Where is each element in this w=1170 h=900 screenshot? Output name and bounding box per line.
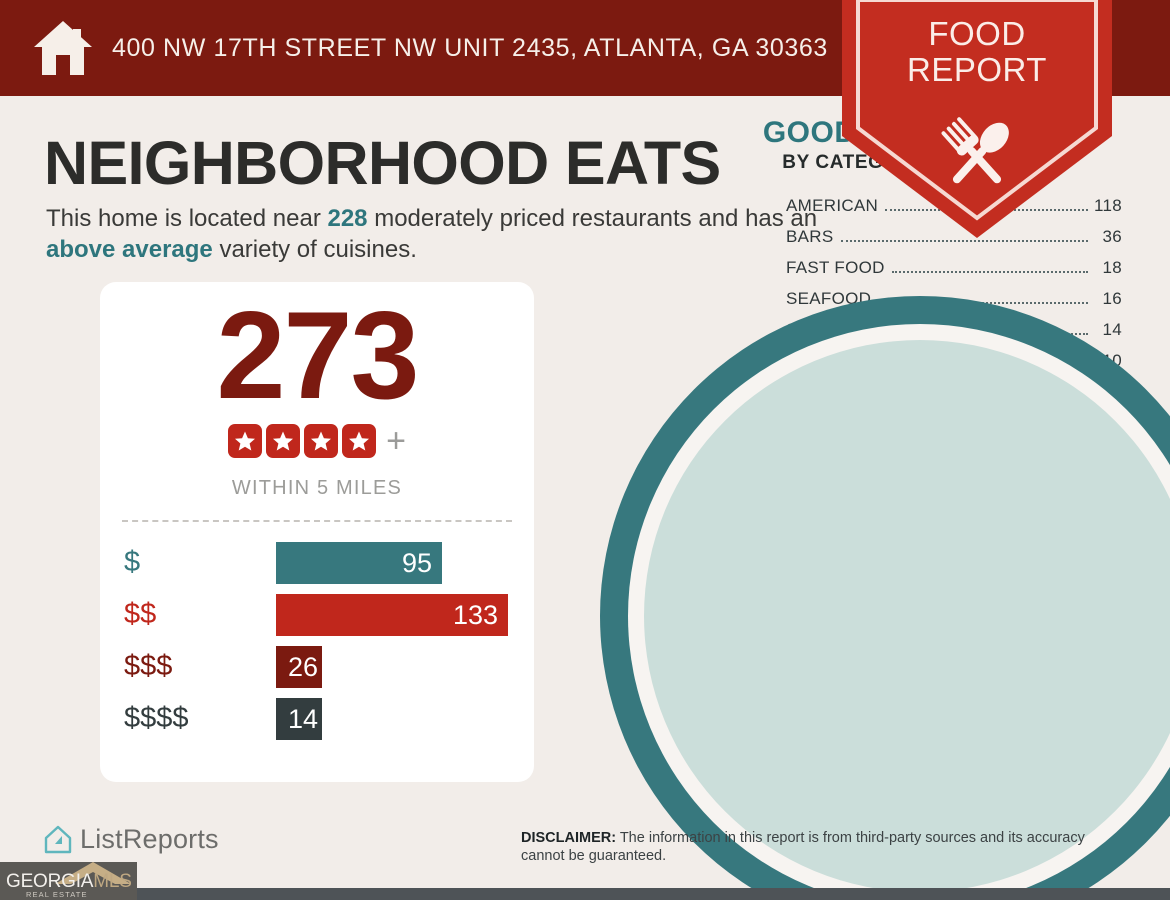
listreports-house-icon bbox=[44, 825, 72, 853]
badge-title: FOOD REPORT bbox=[836, 16, 1118, 88]
price-tier-row: $$$ 26 bbox=[100, 644, 534, 696]
price-tier-row: $$ 133 bbox=[100, 592, 534, 644]
home-icon bbox=[34, 21, 92, 75]
price-tier-value: 133 bbox=[452, 600, 498, 630]
disclaimer-label: DISCLAIMER: bbox=[521, 830, 617, 846]
subtitle-text-1: This home is located near bbox=[46, 205, 328, 232]
star-icon bbox=[266, 424, 301, 458]
price-tier-label: $$$$ bbox=[124, 702, 189, 734]
price-tier-row: $$$$ 14 bbox=[100, 696, 534, 748]
badge-line-2: REPORT bbox=[907, 51, 1047, 88]
subtitle-variety: above average bbox=[46, 236, 213, 263]
listreports-logo: ListReports bbox=[44, 824, 219, 855]
property-address: 400 NW 17TH STREET NW UNIT 2435, ATLANTA… bbox=[112, 33, 828, 62]
price-tier-bar: 95 bbox=[276, 542, 442, 584]
price-tier-label: $$ bbox=[124, 598, 157, 630]
dot-leader bbox=[840, 240, 1088, 242]
category-count: 16 bbox=[1102, 289, 1122, 308]
score-card: 273 + WITHIN 5 MILES $95 $$ 133 $$$ 26 $$$$ 14 bbox=[100, 282, 534, 782]
subtitle-count: 228 bbox=[327, 205, 368, 232]
category-count: 36 bbox=[1102, 227, 1122, 246]
category-name: FAST FOOD bbox=[786, 258, 885, 277]
page-subtitle: This home is located near 228 moderately… bbox=[46, 203, 836, 265]
card-divider bbox=[122, 520, 512, 522]
radius-label: WITHIN 5 MILES bbox=[231, 477, 403, 499]
georgia-mls-watermark: GEORGIAMLS REAL ESTATE SERVICES bbox=[0, 862, 137, 900]
mls-roof-icon bbox=[55, 862, 131, 884]
mls-georgia: GEORGIA bbox=[6, 871, 94, 892]
price-tier-label: $ bbox=[124, 546, 141, 578]
mls-mls: MLS bbox=[93, 871, 132, 892]
price-tier-value: 95 bbox=[401, 548, 432, 578]
price-tier-chart: $95 $$ 133 $$$ 26 $$$$ 14 bbox=[100, 540, 534, 748]
disclaimer-text: The information in this report is from t… bbox=[521, 830, 1085, 864]
circle-inner-mint bbox=[644, 340, 1170, 892]
price-tier-value: 26 bbox=[288, 652, 319, 682]
subtitle-text-3: variety of cuisines. bbox=[212, 236, 417, 263]
dot-leader bbox=[891, 271, 1088, 273]
badge-line-1: FOOD bbox=[928, 15, 1026, 52]
listreports-name: ListReports bbox=[80, 824, 219, 854]
star-icon bbox=[342, 424, 377, 458]
mls-wordmark: GEORGIAMLS bbox=[6, 871, 132, 893]
subtitle-text-2: moderately priced restaurants and has an bbox=[367, 205, 818, 232]
total-restaurants: 273 bbox=[216, 287, 420, 425]
price-tier-bar: 14 bbox=[276, 698, 322, 740]
category-row: BARS 36 bbox=[786, 227, 1122, 258]
category-count: 18 bbox=[1102, 258, 1122, 277]
price-tier-value: 14 bbox=[288, 704, 319, 734]
price-tier-bar: 26 bbox=[276, 646, 322, 688]
food-report-badge: FOOD REPORT bbox=[836, 0, 1118, 244]
mls-tagline: REAL ESTATE SERVICES bbox=[26, 890, 88, 900]
star-rating: + bbox=[100, 424, 534, 458]
category-row: FAST FOOD 18 bbox=[786, 258, 1122, 289]
star-icon bbox=[304, 424, 339, 458]
bottom-strip bbox=[0, 888, 1170, 900]
star-icon bbox=[228, 424, 263, 458]
price-tier-bar: 133 bbox=[276, 594, 508, 636]
category-name: AMERICAN bbox=[786, 196, 879, 215]
category-name: BARS bbox=[786, 227, 834, 246]
disclaimer: DISCLAIMER: The information in this repo… bbox=[521, 829, 1121, 865]
page-title: NEIGHBORHOOD EATS bbox=[44, 129, 721, 197]
price-tier-row: $95 bbox=[100, 540, 534, 592]
category-count: 118 bbox=[1093, 196, 1122, 215]
price-tier-label: $$$ bbox=[124, 650, 173, 682]
plus-icon: + bbox=[386, 422, 406, 460]
category-count: 14 bbox=[1102, 320, 1122, 339]
